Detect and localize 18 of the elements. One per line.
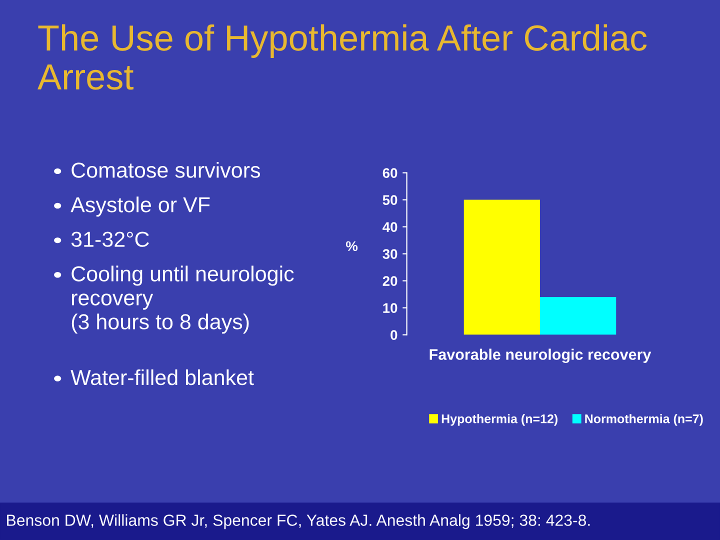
y-tick-label: 50 — [382, 195, 398, 205]
text: Asystole or VF — [70, 196, 210, 217]
chart-title: The Use of Hypothermia After Cardiac Arrest — [38, 24, 647, 90]
y-tick-label: 20 — [382, 276, 398, 286]
y-tick-label: 60 — [382, 168, 398, 178]
text: Cooling until neurologic recovery (3 hours to 8 days) — [72, 266, 294, 334]
y-tick-label: 10 — [383, 303, 398, 313]
legend-label: Hypothermia (n=12) — [442, 414, 558, 426]
y-tick-label: 30 — [382, 249, 398, 259]
y-tick-label: 40 — [382, 222, 398, 232]
text: Comatose survivors — [72, 162, 260, 178]
legend-label: Normothermia (n=7) — [585, 414, 703, 426]
text: Water-filled blanket — [70, 369, 254, 386]
text: 31-32°C — [71, 232, 149, 247]
x-tick-label: Favorable neurologic recovery — [430, 348, 652, 363]
y-axis-title: % — [346, 241, 358, 252]
text: Benson DW, Williams GR Jr, Spencer FC, Yates AJ. Anesth Analg 1959; 38: 423-8. — [7, 514, 590, 530]
y-tick-label: 0 — [390, 330, 398, 340]
